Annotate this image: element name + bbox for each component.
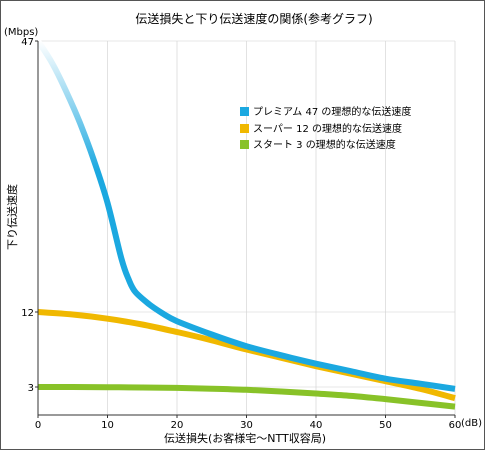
x-tick-label-30: 30	[240, 420, 253, 431]
x-tick-label-10: 10	[101, 420, 114, 431]
legend-swatch-super	[240, 124, 249, 133]
y-unit-label: (Mbps)	[4, 27, 38, 38]
x-axis-label: 伝送損失(お客様宅〜NTT収容局)	[164, 431, 326, 445]
legend-swatch-premium	[240, 107, 249, 116]
tick-layer: 0 10 20 30 40 50 60 3 12 47	[21, 37, 461, 431]
grid-layer	[38, 40, 456, 415]
legend-label-start: スタート 3 の理想的な伝送速度	[253, 138, 396, 151]
chart-title: 伝送損失と下り伝送速度の関係(参考グラフ)	[135, 11, 372, 26]
x-tick-label-20: 20	[171, 420, 184, 431]
x-tick-label-60: 60	[449, 420, 462, 431]
legend-swatch-start	[240, 140, 249, 149]
series-line-premium	[35, 39, 456, 392]
legend-label-super: スーパー 12 の理想的な伝送速度	[253, 122, 402, 135]
x-unit-label: (dB)	[461, 418, 482, 429]
legend-label-premium: プレミアム 47 の理想的な伝送速度	[253, 105, 411, 118]
y-tick-label-3: 3	[28, 383, 34, 394]
series-layer	[35, 39, 456, 410]
y-tick-label-12: 12	[21, 308, 34, 319]
y-axis-label: 下り伝送速度	[5, 184, 19, 250]
y-tick-label-47: 47	[21, 37, 34, 48]
legend: プレミアム 47 の理想的な伝送速度 スーパー 12 の理想的な伝送速度 スター…	[240, 105, 411, 151]
x-tick-label-40: 40	[310, 420, 323, 431]
series-line-start	[38, 384, 456, 410]
x-tick-label-50: 50	[379, 420, 392, 431]
x-tick-label-0: 0	[35, 420, 41, 431]
